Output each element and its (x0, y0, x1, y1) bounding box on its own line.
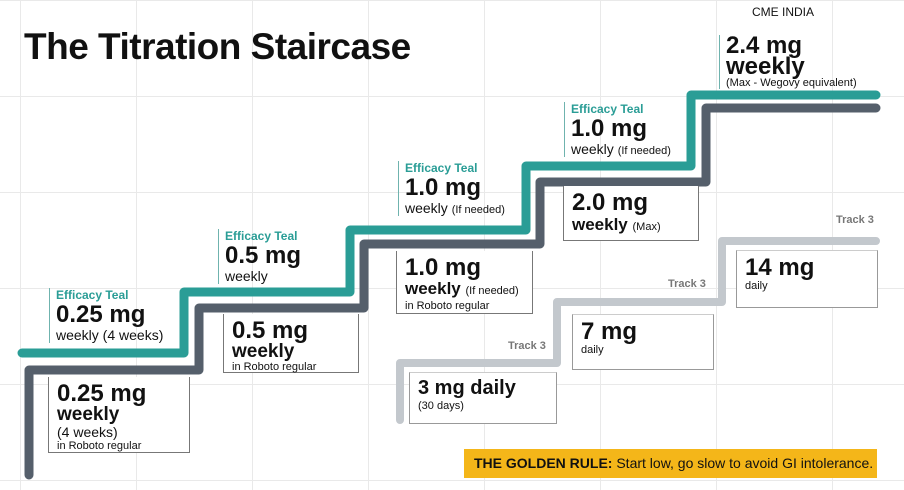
step-note: (4 weeks) (57, 424, 118, 440)
step-dose: 2.4 mg (726, 32, 803, 59)
step-note: (If needed) (465, 285, 519, 297)
track3-step-3: 14 mg daily (736, 250, 878, 308)
track3-step-1: 3 mg daily (30 days) (409, 372, 557, 424)
track-label: Track 3 (668, 278, 706, 290)
step-note: (Max) (632, 221, 661, 233)
step-detail: weekly (232, 341, 295, 362)
step-dose: 1.0 mg (571, 115, 648, 142)
step-dose: 1.0 mg (405, 254, 482, 281)
light-track-line (396, 237, 880, 424)
lower-step-1: 0.25 mg weekly (4 weeks) in Roboto regul… (48, 377, 190, 453)
step-detail: weekly (57, 404, 120, 425)
step-dose: 0.5 mg (232, 317, 309, 344)
golden-rule-label: THE GOLDEN RULE: (474, 455, 613, 471)
step-dose: 2.0 mg (572, 189, 649, 216)
step-dose: 0.5 mg (225, 242, 302, 269)
step-detail-text: weekly (405, 279, 461, 298)
lower-step-2: 0.5 mg weekly in Roboto regular (223, 314, 359, 373)
step-tag: Efficacy Teal (56, 288, 129, 302)
step-dose: 7 mg (581, 318, 638, 345)
step-font-note: in Roboto regular (405, 300, 490, 312)
step-tag: Efficacy Teal (405, 161, 478, 175)
upper-step-4: Efficacy Teal 1.0 mg weekly (If needed) (564, 102, 671, 157)
upper-step-3: Efficacy Teal 1.0 mg weekly (If needed) (398, 161, 505, 216)
step-detail: weekly (225, 268, 268, 284)
golden-rule-text: Start low, go slow to avoid GI intoleran… (612, 455, 874, 471)
step-detail: weekly (4 weeks) (56, 327, 164, 343)
step-detail-text: weekly (572, 215, 628, 234)
step-detail: weekly (Max) (572, 215, 690, 235)
step-detail-text: weekly (571, 141, 614, 157)
track-label: Track 3 (508, 340, 546, 352)
step-font-note: in Roboto regular (232, 361, 317, 373)
step-detail: weekly (726, 53, 805, 80)
step-note: (Max - Wegovy equivalent) (726, 77, 857, 89)
step-dose: 0.25 mg (56, 301, 146, 328)
step-note: (30 days) (418, 400, 464, 412)
step-detail: daily (745, 280, 768, 292)
step-dose: 14 mg (745, 254, 815, 281)
upper-step-1: Efficacy Teal 0.25 mg weekly (4 weeks) (49, 288, 163, 343)
step-tag: Efficacy Teal (571, 102, 644, 116)
golden-rule-banner: THE GOLDEN RULE: Start low, go slow to a… (464, 449, 877, 478)
step-detail: weekly (If needed) (405, 280, 524, 300)
step-tag: Efficacy Teal (225, 229, 298, 243)
lower-step-4: 2.0 mg weekly (Max) (563, 186, 699, 241)
step-detail: daily (581, 344, 604, 356)
page-title: The Titration Staircase (24, 26, 411, 67)
teal-track-line (17, 90, 881, 358)
track-label: Track 3 (836, 214, 874, 226)
brand-label: CME INDIA (752, 5, 815, 19)
step-detail: weekly (If needed) (571, 141, 671, 157)
step-detail: weekly (If needed) (405, 200, 505, 216)
step-note: (If needed) (451, 204, 505, 216)
slate-track-line (24, 103, 881, 480)
lower-step-3: 1.0 mg weekly (If needed) in Roboto regu… (396, 251, 533, 314)
step-note: (If needed) (617, 145, 671, 157)
step-dose: 0.25 mg (57, 380, 147, 407)
step-dose: 3 mg daily (418, 377, 516, 399)
track3-step-2: 7 mg daily (572, 314, 714, 370)
step-detail-text: weekly (405, 200, 448, 216)
step-font-note: in Roboto regular (57, 440, 142, 452)
step-dose: 1.0 mg (405, 174, 482, 201)
upper-step-2: Efficacy Teal 0.5 mg weekly (218, 229, 301, 284)
upper-step-5: 2.4 mg weekly (Max - Wegovy equivalent) (719, 32, 857, 89)
